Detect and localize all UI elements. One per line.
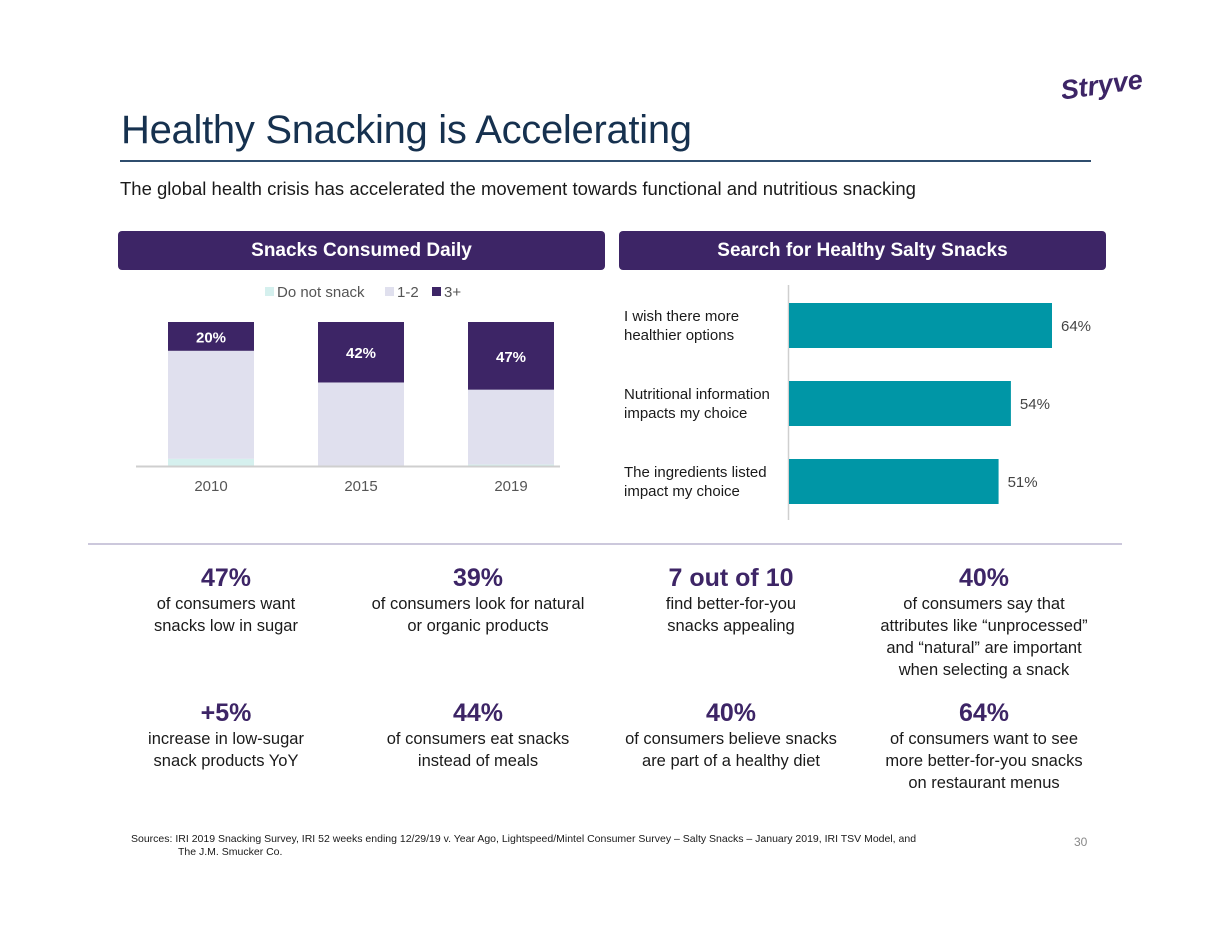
stat-description-line: or organic products — [407, 617, 549, 635]
stat-description-line: of consumers want to see — [889, 730, 1078, 748]
stat-description-line: when selecting a snack — [898, 661, 1070, 679]
stat-block: 40% of consumers believe snacks are part o… — [606, 698, 856, 772]
bar-segment-1-2-2019 — [468, 389, 554, 465]
stat-description: of consumers say that attributes like “un… — [859, 593, 1109, 681]
bar-value-label-1: 64% — [1061, 318, 1091, 335]
page-number: 30 — [1074, 835, 1088, 849]
stat-value: +5% — [200, 699, 252, 727]
stat-block: +5% increase in low-sugar snack products Y… — [101, 698, 351, 772]
stat-description-line: increase in low-sugar — [148, 730, 304, 748]
stat-description: of consumers want snacks low in sugar — [101, 593, 351, 637]
page-title: Healthy Snacking is Accelerating — [121, 108, 692, 152]
bar-segment-do-not-snack-2019 — [468, 464, 554, 466]
bar-value-label-3: 51% — [1008, 474, 1038, 491]
page-subtitle: The global health crisis has accelerated… — [120, 178, 916, 199]
category-label-3-line-2: impact my choice — [624, 483, 740, 500]
section-divider — [88, 543, 1122, 545]
snacks-consumed-title: Snacks Consumed Daily — [251, 239, 472, 261]
horizontal-bars: 64% I wish there more healthier options 54%… — [624, 303, 1091, 504]
category-label-1-line-1: I wish there more — [624, 308, 739, 325]
category-label-2-line-2: impacts my choice — [624, 405, 747, 422]
bar-segment-3--2010 — [168, 322, 254, 351]
stat-value: 44% — [452, 699, 504, 727]
healthy-salty-header: Search for Healthy Salty Snacks — [619, 231, 1106, 270]
healthy-salty-title: Search for Healthy Salty Snacks — [717, 239, 1008, 261]
data-label-2019: 47% — [496, 349, 526, 366]
legend-label-do-not-snack: Do not snack — [277, 284, 365, 301]
bar-value-label-2: 54% — [1020, 396, 1050, 413]
legend-label-3-: 3+ — [444, 284, 461, 301]
stat-description-line: on restaurant menus — [908, 774, 1060, 792]
legend-swatch-3- — [432, 287, 441, 296]
stat-description-line: of consumers look for natural — [371, 595, 585, 613]
bar-segment-1-2-2010 — [168, 350, 254, 459]
stat-value: 40% — [958, 564, 1010, 592]
stat-description-line: are part of a healthy diet — [642, 752, 820, 770]
stat-block: 44% of consumers eat snacks instead of mea… — [353, 698, 603, 772]
bar-segment-1-2-2015 — [318, 382, 404, 466]
legend-swatch-1-2 — [385, 287, 394, 296]
stat-description: of consumers look for natural or organic … — [353, 593, 603, 637]
stat-description-line: snack products YoY — [153, 752, 299, 770]
stat-description-line: snacks low in sugar — [154, 617, 298, 635]
bar-2 — [789, 381, 1011, 426]
category-label-2-line-1: Nutritional information — [624, 386, 770, 403]
stat-value: 47% — [200, 564, 252, 592]
stat-description-line: and “natural” are important — [886, 639, 1082, 657]
stat-description: find better-for-you snacks appealing — [606, 593, 856, 637]
bar-segment-3--2019 — [468, 322, 554, 390]
x-tick-2015: 2015 — [344, 478, 377, 495]
x-tick-2019: 2019 — [494, 478, 527, 495]
stat-description: of consumers want to see more better-for-… — [859, 728, 1109, 794]
bar-segment-3--2015 — [318, 322, 404, 383]
stryve-logo: Stryve — [1062, 64, 1142, 105]
stat-description-line: attributes like “unprocessed” — [880, 617, 1088, 635]
healthy-salty-chart: 64% I wish there more healthier options 54%… — [624, 285, 1091, 520]
sources-line-1: Sources: IRI 2019 Snacking Survey, IRI 5… — [131, 833, 917, 845]
stat-block: 39% of consumers look for natural or organ… — [353, 563, 603, 637]
stat-block: 47% of consumers want snacks low in sugar — [101, 563, 351, 637]
stat-block: 7 out of 10 find better-for-you snacks app… — [606, 563, 856, 637]
stat-value: 64% — [958, 699, 1010, 727]
sources-line-2: The J.M. Smucker Co. — [178, 846, 283, 858]
category-label-3-line-1: The ingredients listed — [624, 464, 767, 481]
chart-legend: Do not snack 1-2 3+ — [265, 284, 461, 301]
stat-value: 39% — [452, 564, 504, 592]
stat-value: 7 out of 10 — [668, 564, 794, 592]
bar-3 — [789, 459, 999, 504]
stat-description-line: find better-for-you — [665, 595, 797, 613]
stat-description-line: of consumers believe snacks — [625, 730, 837, 748]
x-tick-labels: 2010 2015 2019 — [194, 478, 527, 495]
stat-block: 64% of consumers want to see more better-f… — [859, 698, 1109, 794]
stat-description-line: of consumers say that — [903, 595, 1065, 613]
x-tick-2010: 2010 — [194, 478, 227, 495]
bar-segment-do-not-snack-2010 — [168, 458, 254, 466]
snacks-consumed-chart: Do not snack 1-2 3+ 20% 42% 47% 2010 2015 2019 — [136, 284, 560, 495]
data-label-2015: 42% — [346, 345, 376, 362]
sources-footnote: Sources: IRI 2019 Snacking Survey, IRI 5… — [131, 833, 916, 859]
stat-description: of consumers eat snacks instead of meals — [353, 728, 603, 772]
stat-description-line: snacks appealing — [667, 617, 795, 635]
category-label-1-line-2: healthier options — [624, 327, 734, 344]
bar-1 — [789, 303, 1052, 348]
stat-description: of consumers believe snacks are part of a… — [606, 728, 856, 772]
legend-label-1-2: 1-2 — [397, 284, 419, 301]
stat-description-line: instead of meals — [417, 752, 539, 770]
snacks-consumed-header: Snacks Consumed Daily — [118, 231, 605, 270]
data-label-2010: 20% — [196, 329, 226, 346]
stat-value: 40% — [705, 699, 757, 727]
stacked-bars: 20% 42% 47% — [168, 322, 554, 466]
stat-description-line: of consumers want — [156, 595, 296, 613]
title-underline — [120, 160, 1091, 162]
legend-swatch-do-not-snack — [265, 287, 274, 296]
stat-block: 40% of consumers say that attributes like … — [859, 563, 1109, 681]
stat-description-line: of consumers eat snacks — [386, 730, 570, 748]
stat-description: increase in low-sugar snack products YoY — [101, 728, 351, 772]
stat-description-line: more better-for-you snacks — [885, 752, 1083, 770]
